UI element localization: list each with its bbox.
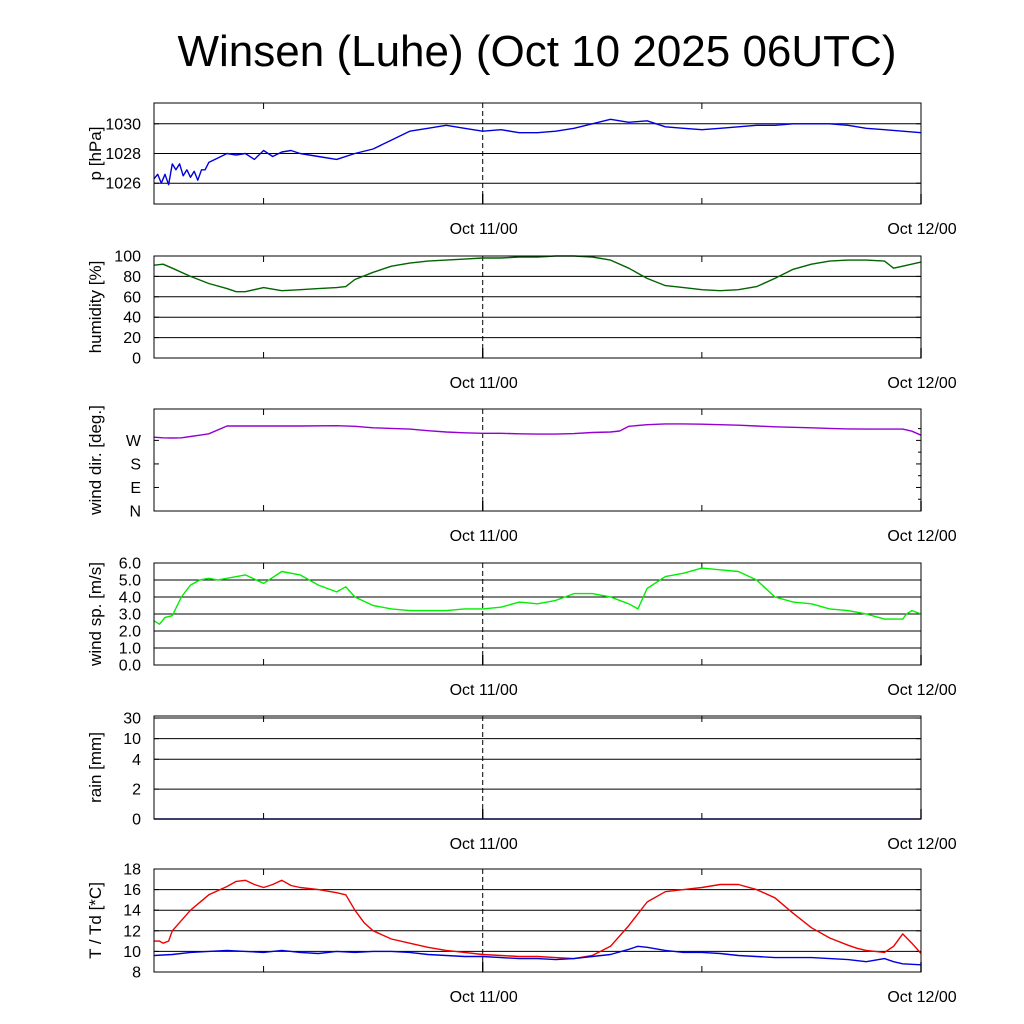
temperature-ytick-label: 14 [123, 903, 141, 920]
wind-speed-ytick-label: 3.0 [119, 607, 141, 624]
pressure-panel: 1026 1028 1030 Oct 11/00 Oct 12/00 p [hPa] [86, 102, 957, 238]
humidity-xtick-label: Oct 11/00 [450, 375, 518, 392]
rain-ylabel: rain [mm] [86, 732, 105, 803]
rain-ytick-label: 30 [123, 711, 141, 728]
wind-speed-ytick-label: 0.0 [119, 658, 141, 675]
pressure-series-pressure [153, 118, 922, 186]
pressure-ylabel: p [hPa] [86, 127, 105, 181]
temperature-panel: 8 10 12 14 16 18 Oct 11/00 Oct 12/00 T / Td [*C] [86, 862, 957, 1007]
wind-speed-frame [153, 562, 922, 666]
temperature-series-temperature [154, 879, 922, 960]
rain-xtick-label: Oct 12/00 [887, 836, 956, 853]
temperature-frame [153, 868, 922, 973]
pressure-frame [153, 102, 922, 205]
wind-speed-xtick-label: Oct 12/00 [887, 682, 956, 699]
wind-speed-ytick-label: 1.0 [119, 641, 141, 658]
wind-speed-series-wind_speed [153, 567, 922, 625]
pressure-ytick-label: 1028 [105, 146, 141, 163]
humidity-ytick-label: 40 [123, 310, 141, 327]
wind-direction-xtick-label: Oct 11/00 [450, 528, 518, 545]
pressure-xtick-label: Oct 11/00 [450, 221, 518, 238]
humidity-ytick-label: 20 [123, 330, 141, 347]
humidity-ytick-label: 60 [123, 289, 141, 306]
chart-title: Winsen (Luhe) (Oct 10 2025 06UTC) [178, 27, 897, 76]
wind-direction-ytick-label: W [126, 433, 142, 450]
wind-direction-ytick-label: N [129, 504, 141, 521]
wind-direction-series-wind_dir [153, 423, 922, 439]
wind-direction-frame [153, 408, 922, 512]
rain-ytick-label: 10 [123, 731, 141, 748]
pressure-xtick-label: Oct 12/00 [887, 221, 956, 238]
rain-ytick-label: 2 [132, 782, 141, 799]
wind-speed-xtick-label: Oct 11/00 [450, 682, 518, 699]
wind-speed-ytick-label: 6.0 [119, 556, 141, 573]
rain-xtick-label: Oct 11/00 [450, 836, 518, 853]
temperature-ytick-label: 8 [132, 965, 141, 982]
rain-ytick-label: 4 [132, 752, 141, 769]
wind-direction-ytick-label: E [130, 480, 141, 497]
wind-direction-xtick-label: Oct 12/00 [887, 528, 956, 545]
temperature-ytick-label: 10 [123, 944, 141, 961]
wind-speed-ytick-label: 4.0 [119, 590, 141, 607]
humidity-panel: 0 20 40 60 80 100 Oct 11/00 Oct 12/00 humidity [… [86, 249, 957, 393]
pressure-ytick-label: 1026 [105, 176, 141, 193]
temperature-ylabel: T / Td [*C] [86, 882, 105, 959]
wind-direction-ylabel: wind dir. [deg.] [86, 405, 105, 516]
humidity-ytick-label: 80 [123, 269, 141, 286]
wind-speed-ytick-label: 5.0 [119, 573, 141, 590]
humidity-ytick-label: 100 [114, 249, 141, 266]
temperature-ytick-label: 12 [123, 923, 141, 940]
rain-frame [153, 715, 922, 820]
wind-direction-ytick-label: S [130, 456, 141, 473]
temperature-xtick-label: Oct 11/00 [450, 989, 518, 1006]
temperature-series-dewpoint [153, 945, 922, 966]
temperature-ytick-label: 18 [123, 862, 141, 879]
humidity-frame [153, 255, 922, 359]
wind-speed-panel: 0.01.02.03.04.05.06.0 Oct 11/00 Oct 12/00 w… [86, 556, 957, 700]
humidity-ylabel: humidity [%] [86, 261, 105, 354]
wind-speed-ylabel: wind sp. [m/s] [86, 562, 105, 667]
humidity-series-humidity [153, 255, 922, 293]
humidity-xtick-label: Oct 12/00 [887, 375, 956, 392]
rain-ytick-label: 0 [132, 812, 141, 829]
wind-speed-ytick-label: 2.0 [119, 624, 141, 641]
rain-panel: 0 2 4 10 30 Oct 11/00 Oct 12/00 rain [mm] [86, 711, 957, 853]
humidity-ytick-label: 0 [132, 351, 141, 368]
pressure-ytick-label: 1030 [105, 116, 141, 133]
temperature-xtick-label: Oct 12/00 [887, 989, 956, 1006]
temperature-ytick-label: 16 [123, 882, 141, 899]
